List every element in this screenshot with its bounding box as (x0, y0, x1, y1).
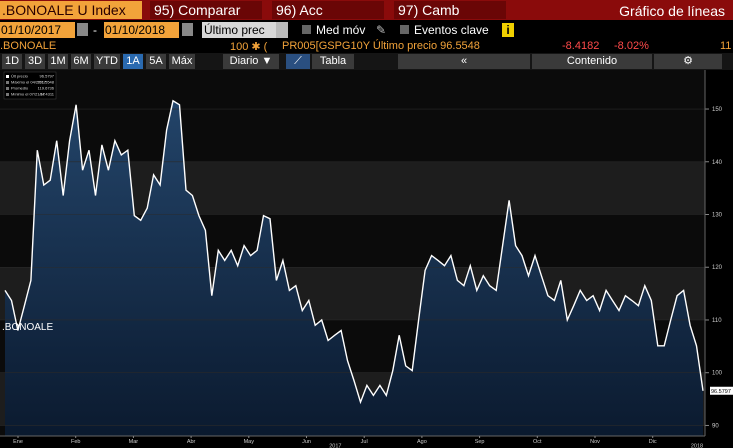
menu-item[interactable]: 97) Camb (394, 1, 506, 19)
period-button[interactable]: Máx (169, 54, 195, 69)
security: PR005[GSPG10Y Último precio 96.5548 (282, 40, 480, 52)
legend-swatch (6, 93, 9, 96)
table-button[interactable]: Tabla (312, 54, 354, 69)
period-button[interactable]: 3D (25, 54, 45, 69)
y-tick-label: 90 (712, 423, 719, 429)
area (5, 100, 703, 437)
x-tick-label: Ago (417, 439, 427, 445)
legend-value: 119.6736 (38, 86, 55, 91)
percent-change: -8.02% (614, 40, 649, 52)
x-tick-label: Jun (302, 439, 311, 445)
line-icon[interactable]: ⟋ (286, 54, 310, 69)
year-label: 2017 (329, 444, 341, 448)
y-tick-label: 140 (712, 160, 723, 166)
series-name: .BONOALE (0, 40, 57, 52)
last-value-tag (710, 386, 733, 395)
x-tick-label: Jul (361, 439, 368, 445)
separator: - (93, 23, 97, 37)
y-tick-label: 100 (712, 371, 723, 377)
ticker[interactable]: .BONOALE U Index (0, 1, 142, 19)
legend-swatch (6, 81, 9, 84)
info-button[interactable]: i (502, 23, 514, 37)
settings-button[interactable]: ⚙ (654, 54, 722, 69)
legend-swatch (6, 75, 9, 78)
moving-average[interactable]: Med móv (316, 23, 366, 37)
x-tick-label: Sep (475, 439, 485, 445)
period-button[interactable]: 5A (146, 54, 166, 69)
x-tick-label: Nov (590, 439, 600, 445)
year-label: 2018 (691, 444, 703, 448)
period-button[interactable]: YTD (94, 54, 120, 69)
frequency[interactable]: Diario ▼ (223, 54, 279, 69)
menu-item[interactable]: 96) Acc (272, 1, 384, 19)
scale: 100 ✱ ( (230, 41, 268, 53)
period-button[interactable]: 6M (71, 54, 91, 69)
legend-box (3, 71, 57, 100)
content-button[interactable]: Contenido (532, 54, 652, 69)
line (4, 99, 704, 405)
menu-item[interactable]: 95) Comparar (150, 1, 262, 19)
field-select[interactable]: Último prec (202, 22, 276, 38)
y-tick-label: 150 (712, 107, 723, 113)
legend-value: 151.5548 (37, 80, 54, 85)
status-line: .BONOALE 100 ✱ ( PR005[GSPG10Y Último pr… (0, 40, 733, 53)
pencil-icon[interactable]: ✎ (376, 23, 387, 37)
last-value-label: 96.5797 (711, 389, 731, 395)
start-date[interactable]: 01/10/2017 (0, 22, 75, 38)
period-button[interactable]: 1D (2, 54, 22, 69)
chart: 90 100 110 120 130 140 150 96.5797 .BONOALE Últ p… (0, 70, 733, 448)
x-tick-label: Abr (187, 439, 196, 445)
toolbar: .BONOALE U Index 95) Comparar 96) Acc 97) … (0, 0, 733, 20)
x-tick-label: Mar (129, 439, 139, 445)
x-tick-label: Dic (649, 439, 657, 445)
calendar-icon[interactable] (77, 23, 88, 36)
end-date[interactable]: 01/10/2018 (104, 22, 179, 38)
x-tick-label: May (244, 439, 255, 445)
legend-swatch (6, 87, 9, 90)
change: -8.4182 (562, 40, 600, 52)
page-title: Gráfico de líneas (619, 3, 725, 19)
controls: 01/10/2017 - 01/10/2018 Último prec Med … (0, 20, 733, 40)
period-button[interactable]: 1M (48, 54, 68, 69)
checkbox[interactable] (400, 25, 409, 34)
extra: 11 (720, 40, 732, 52)
chart-toolbar: 1D 3D 1M 6M YTD 1A 5A Máx Diario ▼ ⟋ Tabla « Co… (0, 53, 733, 70)
y-tick-label: 130 (712, 213, 723, 219)
key-events[interactable]: Eventos clave (414, 23, 489, 37)
y-tick-label: 120 (712, 265, 723, 271)
legend-value: 96.5797 (40, 74, 55, 79)
dropdown-arrow[interactable] (276, 22, 288, 38)
legend-label: Últ precio (11, 74, 29, 79)
period-button[interactable]: 1A (123, 54, 143, 69)
back-button[interactable]: « (398, 54, 530, 69)
x-tick-label: Feb (71, 439, 80, 445)
y-tick-label: 110 (712, 318, 722, 324)
legend-label: Mínimo el 07/21/17 (11, 92, 46, 97)
x-tick-label: Oct (533, 439, 542, 445)
legend-label: Promedio (11, 86, 29, 91)
checkbox[interactable] (302, 25, 311, 34)
calendar-icon[interactable] (182, 23, 193, 36)
legend-value: 94.4311 (40, 92, 55, 97)
legend-label: Máximo el 04/27/17 (11, 80, 47, 85)
series-label: .BONOALE (2, 322, 53, 333)
x-tick-label: Ene (13, 439, 23, 445)
